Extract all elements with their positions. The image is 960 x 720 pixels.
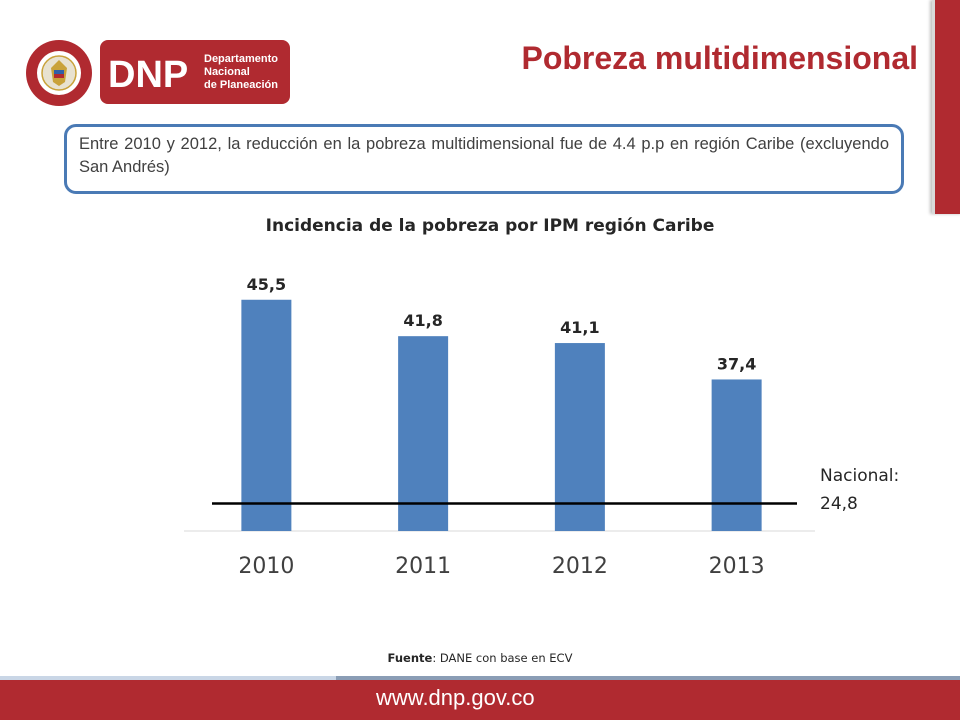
x-tick-2013: 2013 bbox=[709, 554, 765, 579]
x-tick-2011: 2011 bbox=[395, 554, 451, 579]
colombia-seal-icon bbox=[26, 40, 92, 106]
source-label: Fuente bbox=[387, 651, 433, 665]
logo-line1: Departamento bbox=[204, 53, 278, 65]
bar-2011 bbox=[398, 336, 449, 531]
dnp-logo: DNP Departamento Nacional de Planeación bbox=[26, 40, 290, 106]
bar-2010 bbox=[241, 299, 292, 531]
logo-line2: Nacional bbox=[204, 66, 250, 78]
footer-bar: www.dnp.gov.co bbox=[0, 680, 960, 720]
footer-url-link[interactable]: www.dnp.gov.co bbox=[376, 685, 535, 710]
data-label-2012: 41,1 bbox=[560, 318, 599, 337]
summary-callout: Entre 2010 y 2012, la reducción en la po… bbox=[64, 124, 904, 194]
chart-title: Incidencia de la pobreza por IPM región … bbox=[265, 216, 715, 236]
bar-2012 bbox=[554, 343, 605, 531]
footer-stripe-light bbox=[0, 676, 336, 680]
source-text: : DANE con base en ECV bbox=[432, 651, 573, 665]
source-note: Fuente: DANE con base en ECV bbox=[240, 651, 720, 665]
national-reference-label: Nacional: 24,8 bbox=[820, 462, 930, 518]
data-label-2011: 41,8 bbox=[403, 311, 442, 330]
national-label-line1: Nacional: bbox=[820, 466, 900, 486]
data-label-2010: 45,5 bbox=[247, 275, 286, 294]
page-title: Pobreza multidimensional bbox=[521, 40, 918, 76]
logo-acronym: DNP bbox=[108, 54, 188, 96]
x-tick-2010: 2010 bbox=[238, 554, 294, 579]
right-accent-bar bbox=[932, 0, 960, 214]
national-label-value: 24,8 bbox=[820, 494, 858, 514]
footer-stripe bbox=[0, 676, 960, 680]
data-label-2013: 37,4 bbox=[717, 354, 756, 373]
x-tick-2012: 2012 bbox=[552, 554, 608, 579]
logo-line3: de Planeación bbox=[204, 79, 278, 91]
bar-2013 bbox=[711, 379, 762, 531]
